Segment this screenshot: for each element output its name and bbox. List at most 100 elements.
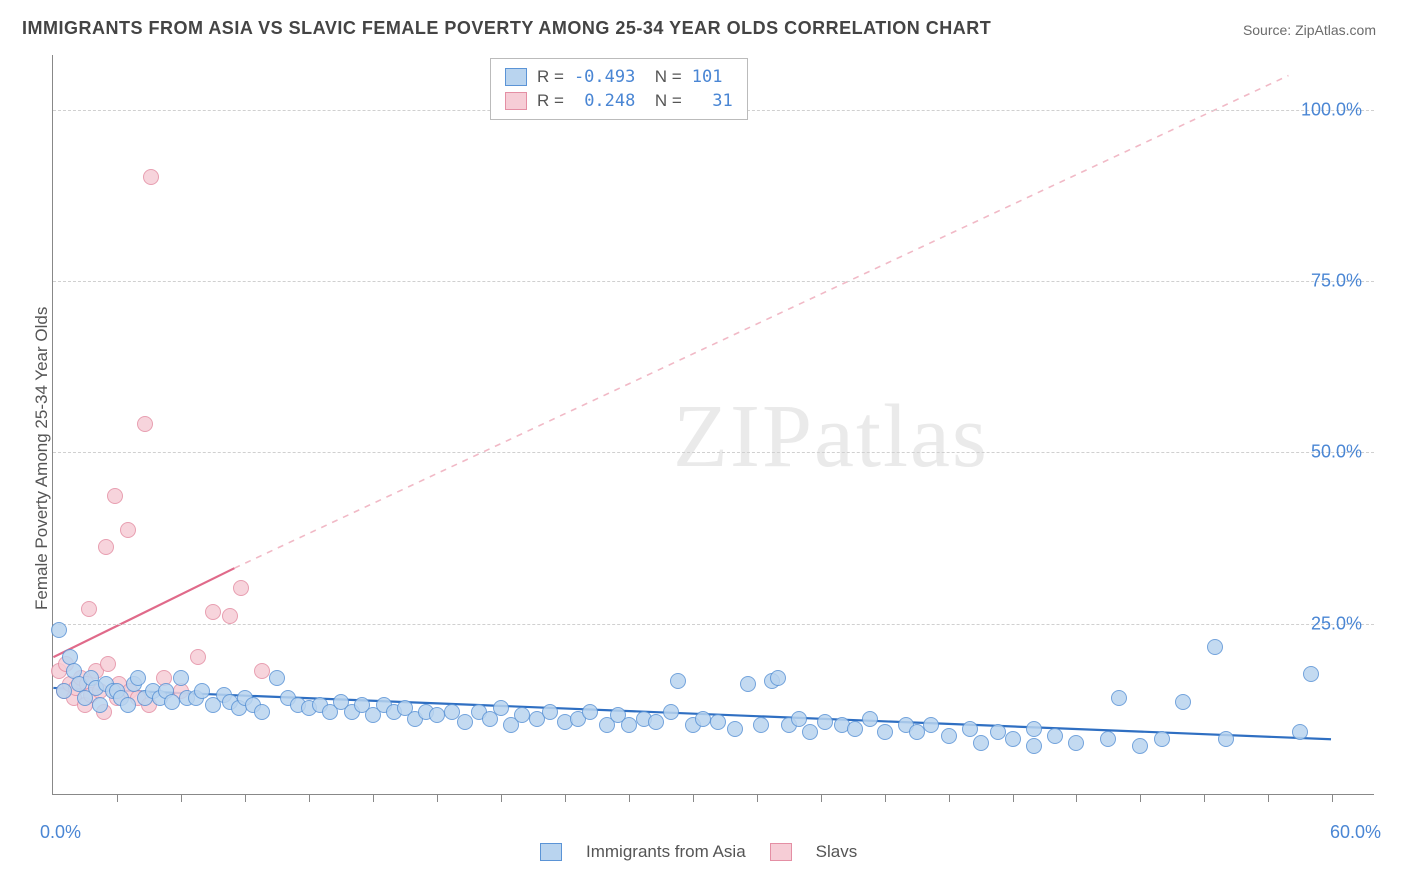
y-tick-label: 50.0%: [1311, 442, 1362, 463]
asia-marker: [457, 714, 473, 730]
x-tick: [181, 794, 182, 802]
asia-marker: [791, 711, 807, 727]
legend-slavs-r: 0.248: [574, 89, 635, 113]
asia-marker: [173, 670, 189, 686]
x-tick: [693, 794, 694, 802]
slavs-marker: [254, 663, 270, 679]
slavs-marker: [98, 539, 114, 555]
asia-marker: [542, 704, 558, 720]
legend-slavs-label: Slavs: [816, 842, 858, 862]
swatch-slavs: [505, 92, 527, 110]
asia-marker: [847, 721, 863, 737]
slavs-marker: [233, 580, 249, 596]
x-tick: [1013, 794, 1014, 802]
swatch-slavs: [770, 843, 792, 861]
slavs-marker: [81, 601, 97, 617]
x-tick: [1140, 794, 1141, 802]
y-tick-label: 25.0%: [1311, 613, 1362, 634]
source-label: Source: ZipAtlas.com: [1243, 22, 1376, 38]
x-tick: [245, 794, 246, 802]
x-tick: [565, 794, 566, 802]
x-tick: [1332, 794, 1333, 802]
asia-marker: [582, 704, 598, 720]
x-tick: [949, 794, 950, 802]
trend-lines-layer: [53, 55, 1374, 794]
x-tick: [309, 794, 310, 802]
x-tick: [757, 794, 758, 802]
legend-asia-label: Immigrants from Asia: [586, 842, 746, 862]
legend-r-label: R =: [537, 65, 564, 89]
asia-marker: [1154, 731, 1170, 747]
legend-row-asia: R = -0.493 N = 101: [505, 65, 733, 89]
asia-marker: [710, 714, 726, 730]
x-tick: [437, 794, 438, 802]
asia-marker: [862, 711, 878, 727]
x-tick: [1076, 794, 1077, 802]
x-tick: [629, 794, 630, 802]
grid-line: [53, 281, 1374, 282]
asia-marker: [269, 670, 285, 686]
asia-marker: [941, 728, 957, 744]
asia-marker: [1132, 738, 1148, 754]
x-tick: [117, 794, 118, 802]
watermark: ZIPatlas: [673, 385, 989, 488]
asia-marker: [909, 724, 925, 740]
asia-marker: [1207, 639, 1223, 655]
asia-marker: [770, 670, 786, 686]
asia-marker: [1068, 735, 1084, 751]
asia-marker: [493, 700, 509, 716]
asia-marker: [254, 704, 270, 720]
grid-line: [53, 624, 1374, 625]
legend-slavs-n: 31: [692, 89, 733, 113]
asia-marker: [663, 704, 679, 720]
y-tick-label: 75.0%: [1311, 271, 1362, 292]
y-axis-title: Female Poverty Among 25-34 Year Olds: [32, 307, 52, 610]
slavs-marker: [190, 649, 206, 665]
x-axis-min-label: 0.0%: [40, 822, 81, 843]
legend-row-slavs: R = 0.248 N = 31: [505, 89, 733, 113]
asia-marker: [120, 697, 136, 713]
legend-n-label: N =: [645, 65, 681, 89]
asia-marker: [973, 735, 989, 751]
asia-marker: [1026, 721, 1042, 737]
asia-marker: [802, 724, 818, 740]
asia-marker: [1175, 694, 1191, 710]
x-tick: [501, 794, 502, 802]
x-tick: [821, 794, 822, 802]
asia-marker: [670, 673, 686, 689]
asia-marker: [648, 714, 664, 730]
legend-series: Immigrants from Asia Slavs: [540, 842, 857, 862]
asia-marker: [194, 683, 210, 699]
asia-marker: [429, 707, 445, 723]
legend-asia-r: -0.493: [574, 65, 635, 89]
asia-marker: [1005, 731, 1021, 747]
asia-marker: [695, 711, 711, 727]
asia-marker: [1100, 731, 1116, 747]
legend-correlation: R = -0.493 N = 101 R = 0.248 N = 31: [490, 58, 748, 120]
x-tick: [885, 794, 886, 802]
asia-marker: [990, 724, 1006, 740]
swatch-asia: [540, 843, 562, 861]
asia-marker: [727, 721, 743, 737]
swatch-asia: [505, 68, 527, 86]
asia-marker: [1111, 690, 1127, 706]
asia-marker: [92, 697, 108, 713]
asia-marker: [1303, 666, 1319, 682]
asia-marker: [753, 717, 769, 733]
grid-line: [53, 452, 1374, 453]
slavs-marker: [107, 488, 123, 504]
asia-marker: [1218, 731, 1234, 747]
x-tick: [1268, 794, 1269, 802]
slavs-marker: [100, 656, 116, 672]
slavs-marker: [137, 416, 153, 432]
slavs-marker: [143, 169, 159, 185]
legend-n-label: N =: [645, 89, 681, 113]
asia-marker: [514, 707, 530, 723]
asia-marker: [923, 717, 939, 733]
legend-r-label: R =: [537, 89, 564, 113]
asia-marker: [1292, 724, 1308, 740]
asia-marker: [56, 683, 72, 699]
asia-marker: [1047, 728, 1063, 744]
asia-marker: [164, 694, 180, 710]
asia-marker: [1026, 738, 1042, 754]
